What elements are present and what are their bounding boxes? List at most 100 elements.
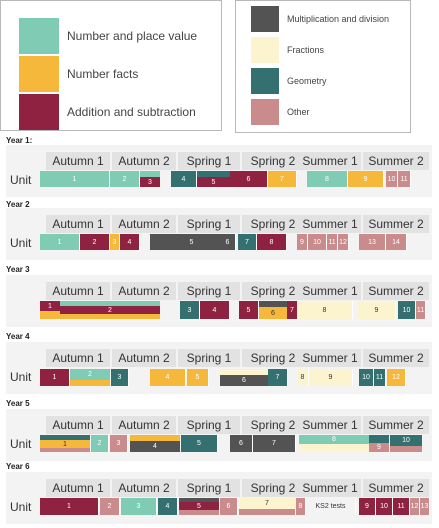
unit-block-stacked: 9 (369, 435, 389, 452)
unit-block: 7 (253, 435, 296, 452)
unit-block: 10 (398, 301, 416, 319)
year-label: Year 3 (6, 265, 30, 274)
legend-item: Addition and subtraction (19, 94, 196, 130)
term-header: Summer 1 (299, 479, 361, 497)
unit-block-part (140, 171, 160, 177)
legend-item: Multiplication and division (251, 6, 389, 32)
unit-block: 12 (338, 234, 349, 250)
unit-block-stacked: 2 (70, 369, 110, 386)
term-header: Autumn 1 (46, 152, 110, 170)
term-header: Summer 1 (299, 416, 361, 434)
legend-label: Multiplication and division (287, 14, 390, 24)
unit-block: 8 (299, 435, 369, 444)
unit-block-stacked: 5 (179, 498, 219, 515)
legend-label: Fractions (287, 45, 325, 55)
unit-block-stacked: 8 (299, 435, 369, 452)
unit-block: 5 (181, 435, 218, 452)
term-header: Summer 1 (299, 349, 361, 367)
legend-other-strands: Multiplication and division Fractions Ge… (235, 0, 411, 133)
term-header: Spring 1 (178, 282, 240, 300)
unit-block: 6 (220, 234, 236, 250)
unit-block: 1 (40, 440, 90, 448)
term-header: Spring 2 (242, 215, 304, 233)
legend-swatch-fractions (251, 37, 279, 63)
unit-label: Unit (10, 437, 32, 451)
unit-block: 14 (386, 234, 407, 250)
term-header: Spring 1 (178, 152, 240, 170)
unit-block: 4 (120, 234, 140, 250)
year-chart: Autumn 1 Autumn 2 Spring 1 Spring 2 Summ… (6, 145, 432, 197)
legend-label: Addition and subtraction (67, 105, 196, 119)
unit-block-stacked: 1 (40, 301, 60, 319)
unit-block: 1 (40, 301, 60, 311)
legend-swatch-geometry (251, 68, 279, 94)
unit-block-part (299, 444, 369, 452)
unit-block: 3 (140, 177, 160, 187)
unit-block: 3 (110, 435, 128, 452)
term-header: Autumn 1 (46, 416, 110, 434)
unit-label: Unit (10, 500, 32, 514)
term-header: Spring 2 (242, 479, 304, 497)
year-label: Year 6 (6, 462, 30, 471)
unit-block: 12 (387, 369, 406, 386)
unit-block: 8 (257, 234, 287, 250)
unit-block: 6 (220, 498, 238, 515)
unit-label: Unit (10, 236, 32, 250)
year-chart: Autumn 1 Autumn 2 Spring 1 Spring 2 Summ… (6, 275, 432, 327)
unit-block: 3 (121, 498, 157, 515)
unit-block: 7 (239, 498, 295, 509)
unit-block: 9 (369, 443, 389, 452)
legend-label: Geometry (287, 76, 327, 86)
unit-block: 2 (70, 369, 110, 380)
unit-block: 7 (268, 369, 288, 386)
year-chart: Autumn 1 Autumn 2 Spring 1 Spring 2 Summ… (6, 409, 432, 461)
unit-block: 4 (150, 369, 186, 386)
unit-block: 11 (398, 171, 411, 187)
year-label: Year 4 (6, 332, 30, 341)
term-header: Summer 2 (363, 282, 429, 300)
unit-block: 6 (230, 171, 268, 187)
unit-block: 6 (220, 375, 268, 386)
legend-label: Number and place value (67, 29, 198, 43)
term-header: Spring 2 (242, 152, 304, 170)
unit-block-stacked: 3 (140, 171, 160, 187)
legend-item: Number and place value (19, 18, 197, 54)
unit-block: 10 (386, 171, 398, 187)
unit-block: 10 (308, 234, 327, 250)
unit-block-part (70, 380, 110, 386)
year-chart: Autumn 1 Autumn 2 Spring 1 Spring 2 Summ… (6, 208, 432, 260)
unit-block: 11 (327, 234, 338, 250)
unit-block: 9 (297, 234, 308, 250)
unit-block-part (390, 446, 422, 452)
unit-block: 1 (40, 498, 99, 515)
unit-block-part (60, 301, 160, 306)
unit-block-part (179, 510, 219, 515)
legend-number-strands: Number and place value Number facts Addi… (0, 0, 222, 131)
unit-block: 8 (307, 171, 348, 187)
term-header: Spring 2 (242, 282, 304, 300)
unit-block: 6 (230, 435, 253, 452)
term-header: Autumn 1 (46, 282, 110, 300)
year-label: Year 1: (6, 136, 33, 145)
unit-block: 1 (40, 369, 70, 386)
unit-block: 9 (358, 301, 396, 319)
term-header: Summer 1 (299, 152, 361, 170)
legend-swatch-facts (19, 56, 59, 92)
unit-block: 11 (416, 301, 426, 319)
unit-block-stacked: 6 (259, 301, 287, 319)
term-header: Summer 2 (363, 215, 429, 233)
unit-block-part (239, 509, 295, 515)
unit-block: 7 (268, 171, 297, 187)
term-header: Autumn 1 (46, 215, 110, 233)
unit-block: 4 (158, 498, 178, 515)
unit-block: 11 (393, 498, 410, 515)
unit-block: 13 (359, 234, 386, 250)
term-header: Spring 1 (178, 349, 240, 367)
unit-block: 5 (179, 502, 219, 510)
unit-block-part (40, 435, 90, 440)
unit-block-stacked: 2 (60, 301, 160, 319)
unit-block: 10 (359, 369, 374, 386)
term-header: Summer 2 (363, 349, 429, 367)
legend-item: Other (251, 99, 310, 125)
term-header: Summer 1 (299, 282, 361, 300)
